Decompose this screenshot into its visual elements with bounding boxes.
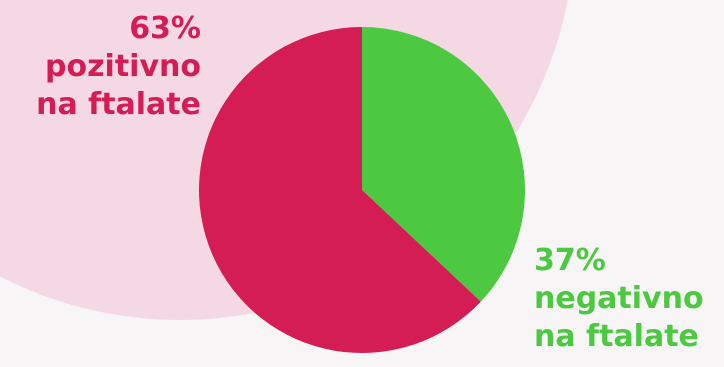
- label-negativno-line2: na ftalate: [534, 319, 699, 354]
- label-negativno-percent: 37%: [534, 243, 606, 278]
- label-negativno: 37% negativno na ftalate: [534, 242, 704, 356]
- label-pozitivno-line1: pozitivno: [45, 49, 201, 84]
- label-pozitivno: 63% pozitivno na ftalate: [36, 10, 201, 124]
- label-pozitivno-line2: na ftalate: [36, 87, 201, 122]
- label-pozitivno-percent: 63%: [129, 11, 201, 46]
- pie-slice-negativno: [362, 27, 525, 302]
- label-negativno-line1: negativno: [534, 281, 704, 316]
- pie-slice-pozitivno: [198, 27, 481, 354]
